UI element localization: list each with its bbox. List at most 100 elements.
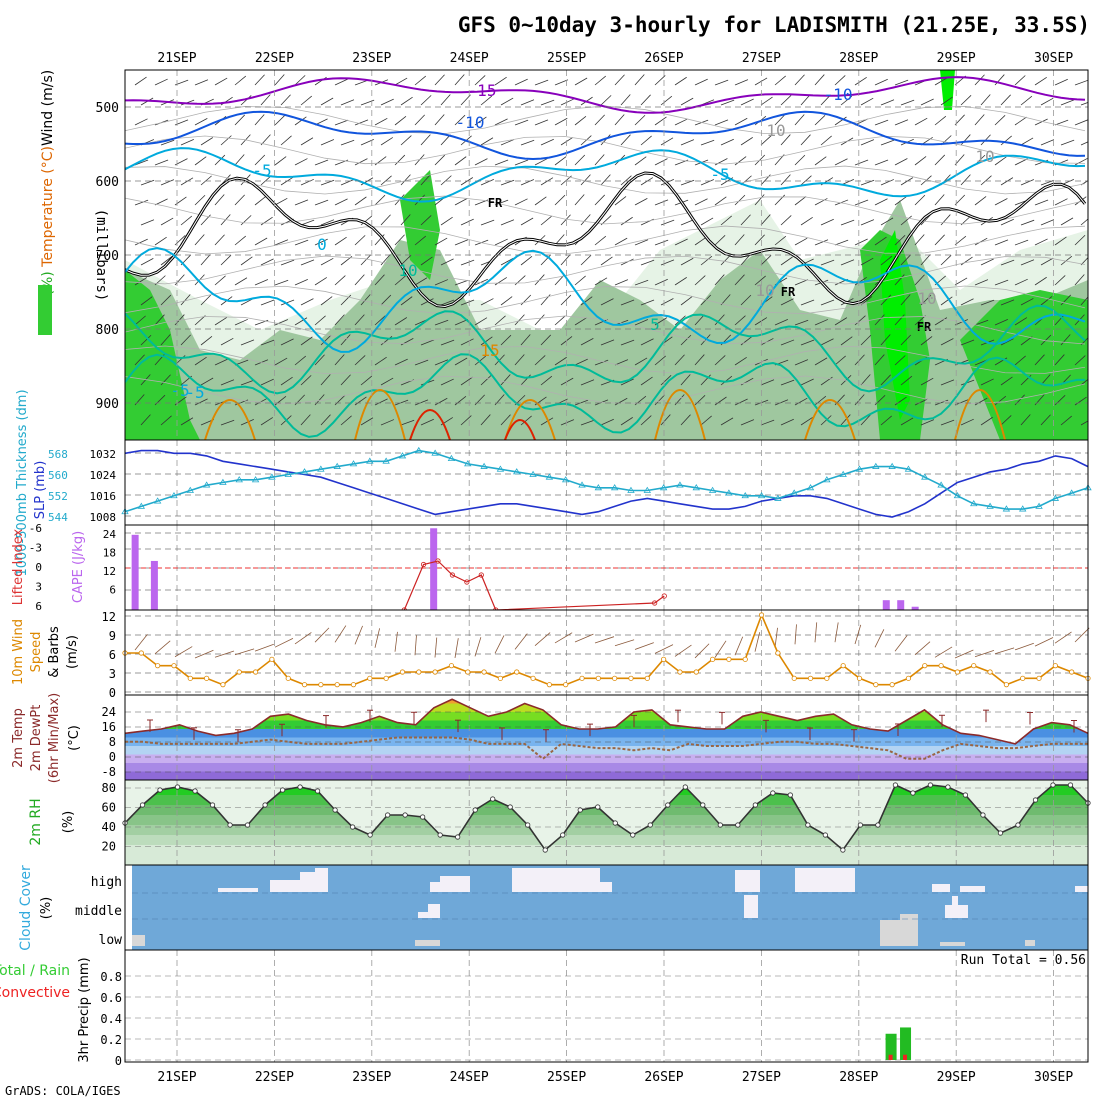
wind-barb-10m <box>354 625 363 645</box>
thickness-tick-label: 544 <box>48 511 68 524</box>
wind-barb <box>254 279 269 286</box>
low-cloud-block <box>415 940 440 946</box>
wind-barb <box>580 214 591 226</box>
ylabel-temp: Temperature (°C) <box>40 146 56 268</box>
wind-barb <box>340 99 355 106</box>
wind-barb <box>614 196 627 206</box>
wind-barb <box>140 414 151 426</box>
wind-speed-line-marker <box>726 656 732 662</box>
wind-barb <box>594 235 607 246</box>
wind-barb <box>540 215 553 226</box>
wind-barb <box>580 254 592 266</box>
wind-barb <box>514 119 529 126</box>
wind-barb <box>640 259 655 266</box>
wind-barb <box>1040 139 1055 146</box>
wind-panel: 12 9 6 3 0 10m Wind Speed & Barbs (m/s) <box>11 609 1091 700</box>
wind-barb <box>880 374 891 386</box>
wind-barb <box>354 235 366 246</box>
wind-barb <box>714 235 726 246</box>
wind-barb <box>840 336 853 346</box>
wind-barb <box>800 299 815 306</box>
wind-barb <box>314 354 325 366</box>
wind-barb <box>194 234 205 246</box>
chart-title: GFS 0~10day 3-hourly for LADISMITH (21.2… <box>458 13 1090 37</box>
wind-barb <box>1034 276 1047 286</box>
wind-barb <box>1054 119 1069 126</box>
wind-barb <box>580 174 591 186</box>
thickness-line-marker <box>855 465 864 472</box>
wind-barb <box>274 279 289 286</box>
wind-barb <box>160 217 174 226</box>
wind-barb <box>400 296 413 306</box>
wind-barb <box>914 398 928 406</box>
wind-barb <box>194 356 207 366</box>
wind-barb <box>500 97 514 106</box>
wind-barb-10m <box>894 635 908 652</box>
thickness-line-marker <box>578 481 586 488</box>
thickness-line-marker <box>366 457 374 464</box>
wind-barb <box>394 317 408 326</box>
rh-line-marker <box>735 822 741 828</box>
wind-barb <box>760 379 775 386</box>
wind-barb <box>440 216 453 226</box>
wind-barb <box>854 238 868 246</box>
temp-contour-10 <box>125 353 1085 438</box>
wind-barb <box>200 294 212 306</box>
wind-barb <box>960 298 974 306</box>
wind-barb <box>440 339 455 346</box>
thickness-line-marker <box>725 489 733 496</box>
precip-panel-bg <box>125 950 1088 1062</box>
wind-barb <box>314 315 326 326</box>
wind-barb <box>540 138 554 146</box>
contour-label: FR <box>488 196 503 210</box>
wind-barb <box>820 259 835 266</box>
wind-ylabel-3: & Barbs <box>47 626 62 678</box>
wind-barb-10m <box>674 644 692 657</box>
wind-barb <box>180 417 194 426</box>
contour-label: -10 <box>824 85 853 104</box>
thickness-line-marker <box>284 470 292 477</box>
wind-barb <box>560 419 575 426</box>
low-cloud-block <box>132 935 145 946</box>
wind-speed-line-marker <box>252 669 259 675</box>
wind-barb <box>140 258 154 266</box>
wind-barb <box>394 399 409 406</box>
wind-speed-line-marker <box>432 669 438 675</box>
rh-line-marker <box>385 812 391 818</box>
precip-ylabel: 3hr Precip (mm) <box>77 957 92 1062</box>
wind-barb <box>340 139 355 146</box>
wind-barb <box>600 134 611 146</box>
wind-barb <box>654 355 666 366</box>
thickness-line-marker <box>790 489 798 496</box>
wind-barb <box>274 114 286 126</box>
temp-contour-15 <box>204 399 256 440</box>
wind-barb <box>1080 218 1088 226</box>
wind-barb-10m <box>414 635 417 656</box>
wind-barb <box>420 95 432 106</box>
bottom-date-label: 23SEP <box>352 1070 391 1085</box>
wind-barb-10m <box>334 625 347 643</box>
wind-barb <box>894 119 909 126</box>
rh-line-marker <box>437 832 443 838</box>
wind-speed-line-marker <box>612 675 618 681</box>
wind-speed-line-marker <box>497 675 504 681</box>
wind-barb <box>300 95 313 106</box>
wind-barb <box>894 314 905 326</box>
thickness-line-marker <box>496 465 505 472</box>
wind-barb <box>1060 334 1071 346</box>
contour-label: 10 <box>766 121 785 140</box>
wind-barb <box>554 194 566 206</box>
thickness-line-marker <box>888 462 896 469</box>
wind-barb <box>814 357 828 366</box>
dewpoint-line <box>125 736 1088 761</box>
wind-barb <box>780 95 792 106</box>
wind-barb <box>354 396 367 406</box>
rh-line-marker <box>507 804 513 810</box>
slp-tick-label: 1032 <box>90 448 117 461</box>
wind-barb <box>314 159 329 166</box>
contour-label: -5 <box>252 161 271 180</box>
wind-barb <box>234 235 247 246</box>
thickness-line-marker <box>464 460 472 467</box>
wind-barb <box>554 117 568 126</box>
wind-barb <box>934 234 945 246</box>
